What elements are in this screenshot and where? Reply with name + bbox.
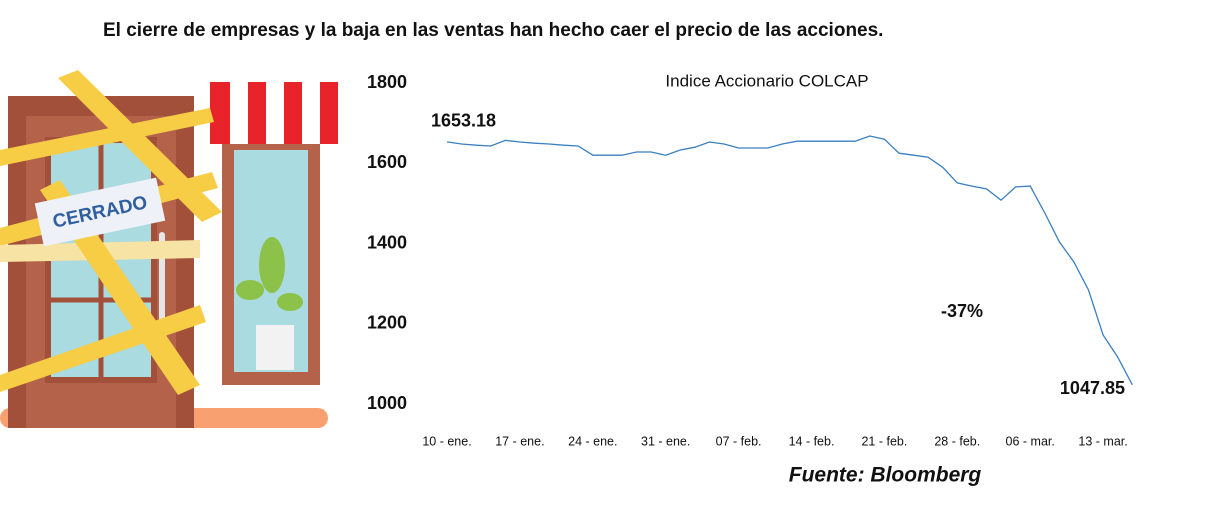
plant-leaf bbox=[236, 280, 264, 300]
value-label: 1653.18 bbox=[431, 111, 496, 131]
y-tick-label: 1000 bbox=[367, 393, 407, 413]
awning bbox=[210, 82, 338, 144]
x-tick-label: 13 - mar. bbox=[1078, 434, 1127, 448]
x-tick-label: 28 - feb. bbox=[934, 434, 980, 448]
x-tick-label: 17 - ene. bbox=[495, 434, 544, 448]
x-tick-label: 14 - feb. bbox=[789, 434, 835, 448]
x-tick-label: 31 - ene. bbox=[641, 434, 690, 448]
source: Fuente: Bloomberg bbox=[789, 464, 982, 487]
plant-pot bbox=[256, 325, 294, 370]
x-tick-label: 21 - feb. bbox=[861, 434, 907, 448]
x-tick-label: 10 - ene. bbox=[422, 434, 471, 448]
x-tick-label: 06 - mar. bbox=[1006, 434, 1055, 448]
chart-title: Indice Accionario COLCAP bbox=[665, 71, 868, 90]
x-tick-label: 24 - ene. bbox=[568, 434, 617, 448]
value-label: 1047.85 bbox=[1060, 378, 1125, 398]
plant-leaf bbox=[277, 293, 303, 311]
headline: El cierre de empresas y la baja en las v… bbox=[103, 20, 883, 41]
y-tick-label: 1200 bbox=[367, 313, 407, 333]
illustration: CERRADO bbox=[0, 70, 338, 428]
data-line bbox=[446, 135, 1133, 386]
y-tick-label: 1600 bbox=[367, 152, 407, 172]
plant-leaf bbox=[259, 237, 285, 293]
y-tick-label: 1800 bbox=[367, 72, 407, 92]
x-tick-label: 07 - feb. bbox=[716, 434, 762, 448]
annotation: -37% bbox=[941, 301, 983, 321]
sign-board bbox=[34, 177, 166, 247]
y-tick-label: 1400 bbox=[367, 232, 407, 252]
